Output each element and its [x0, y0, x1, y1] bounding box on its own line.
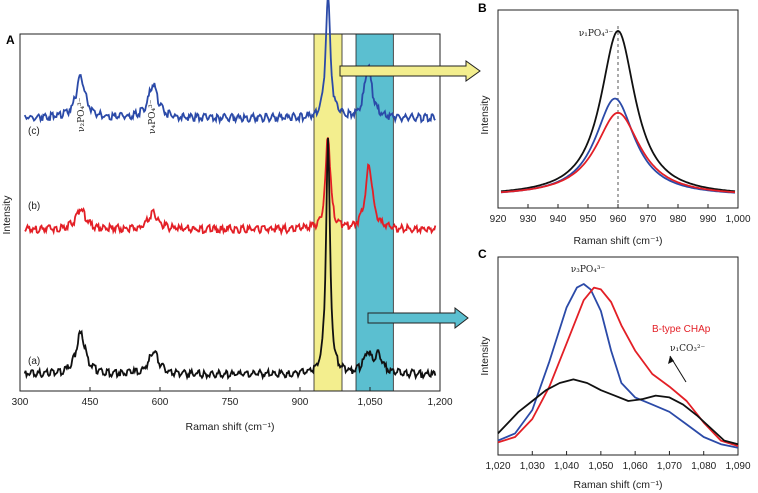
panel-b: B 920 930 940 950 960 970 980 990 1,000 ν₁PO₄³⁻ …: [478, 1, 751, 247]
arrow-to-panel-b: [339, 60, 481, 82]
panel-c-tick-label: 1,080: [691, 461, 716, 472]
panel-a-series-red: [24, 137, 437, 237]
panel-b-tick-label: 980: [670, 214, 687, 225]
panel-a-tick-label: 450: [82, 397, 99, 408]
series-label-b: (b): [28, 201, 40, 212]
panel-c-annotation-btype: B-type CHAp: [652, 324, 711, 335]
panel-c-series: [497, 283, 739, 449]
panel-a-tick-label: 1,050: [357, 397, 382, 408]
panel-a-letter: A: [6, 33, 15, 47]
panel-b-annotation: ν₁PO₄³⁻: [579, 29, 614, 39]
panel-b-tick-label: 1,000: [725, 214, 750, 225]
panel-b-x-label: Raman shift (cm⁻¹): [574, 235, 663, 247]
highlight-band-1: [313, 33, 343, 392]
series-label-a: (a): [28, 356, 40, 367]
panel-c-pointer-arrowhead: [668, 356, 674, 364]
panel-c-x-label: Raman shift (cm⁻¹): [574, 479, 663, 491]
panel-b-x-ticks: 920 930 940 950 960 970 980 990 1,000: [490, 204, 751, 225]
panel-c-frame: [497, 256, 739, 456]
panel-c-y-label: Intensity: [479, 336, 491, 376]
panel-b-letter: B: [478, 1, 487, 15]
panel-a-x-label: Raman shift (cm⁻¹): [186, 421, 275, 433]
panel-a-tick-label: 1,200: [427, 397, 452, 408]
panel-a-tick-label: 750: [222, 397, 239, 408]
panel-b-y-label: Intensity: [479, 95, 491, 135]
panel-b-tick-label: 960: [610, 214, 627, 225]
panel-c-letter: C: [478, 247, 487, 261]
panel-a-tick-label: 300: [12, 397, 29, 408]
panel-a-series-black: [23, 137, 437, 381]
panel-c-tick-label: 1,030: [520, 461, 545, 472]
panel-c-annotation-v1-co3: ν₁CO₃²⁻: [670, 344, 706, 354]
panel-c-tick-label: 1,070: [657, 461, 682, 472]
panel-b-tick-label: 930: [520, 214, 537, 225]
annotation-v2-po4: ν₂PO₄³⁻: [77, 97, 87, 132]
panel-c: C 1,020 1,030 1,040 1,050 1,060 1,070 1,080 1,0…: [478, 247, 751, 491]
panel-c-tick-label: 1,090: [725, 461, 750, 472]
panel-c-series-blue: [497, 283, 739, 449]
arrow-to-panel-c: [367, 306, 469, 330]
panel-b-tick-label: 920: [490, 214, 507, 225]
panel-b-series-red: [500, 111, 736, 194]
panel-c-series-black: [497, 378, 739, 446]
panel-c-x-ticks: 1,020 1,030 1,040 1,050 1,060 1,070 1,080 1,090: [485, 451, 751, 472]
panel-c-series-red: [497, 286, 739, 447]
panel-b-tick-label: 990: [700, 214, 717, 225]
panel-b-series-black: [500, 29, 736, 193]
panel-c-annotation-v3-po4: ν₃PO₄³⁻: [571, 265, 606, 275]
panel-b-tick-label: 940: [550, 214, 567, 225]
panel-c-tick-label: 1,020: [485, 461, 510, 472]
annotation-v4-po4: ν₄PO₄³⁻: [148, 99, 158, 134]
panel-b-tick-label: 970: [640, 214, 657, 225]
panel-a-tick-label: 600: [152, 397, 169, 408]
panel-c-tick-label: 1,040: [554, 461, 579, 472]
panel-b-series: [500, 29, 736, 194]
panel-b-tick-label: 950: [580, 214, 597, 225]
panel-a-tick-label: 900: [292, 397, 309, 408]
panel-c-tick-label: 1,050: [588, 461, 613, 472]
series-label-c: (c): [28, 126, 40, 137]
panel-a-y-label: Intensity: [1, 195, 13, 235]
panel-a-x-ticks: 300 450 600 750 900 1,050 1,200: [12, 387, 453, 408]
panel-a: A 300 450 600 750 900 1,050 1,200 Raman shift …: [1, 0, 481, 433]
panel-c-tick-label: 1,060: [623, 461, 648, 472]
